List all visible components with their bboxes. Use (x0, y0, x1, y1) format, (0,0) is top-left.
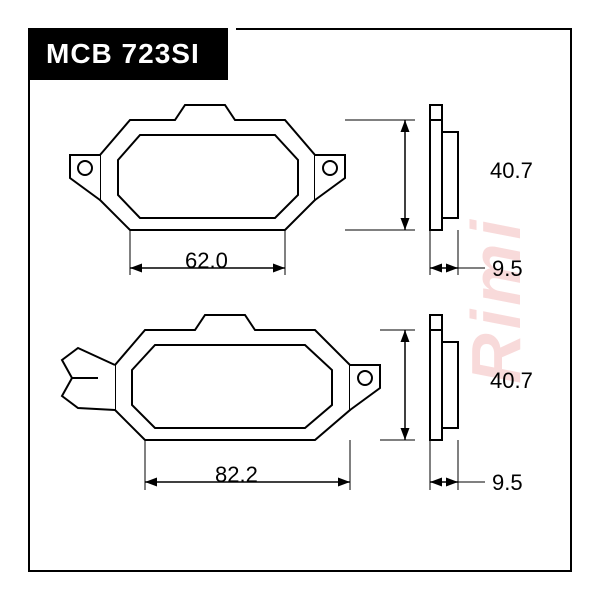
dim-bottom-thickness-label: 9.5 (492, 470, 523, 496)
top-pad-side (430, 105, 458, 230)
bottom-pad-front (62, 315, 380, 440)
technical-drawing (0, 0, 600, 600)
dim-bottom-height (380, 330, 415, 440)
dim-top-height (345, 120, 415, 230)
dim-top-width-label: 62.0 (185, 248, 228, 274)
bottom-pad-side (430, 315, 458, 440)
top-pad-front (70, 105, 345, 230)
dim-bottom-height-label: 40.7 (490, 368, 533, 394)
dim-top-thickness-label: 9.5 (492, 256, 523, 282)
dim-bottom-thickness (430, 440, 485, 490)
dim-top-height-label: 40.7 (490, 158, 533, 184)
dim-top-thickness (430, 230, 485, 275)
dim-bottom-width-label: 82.2 (215, 462, 258, 488)
